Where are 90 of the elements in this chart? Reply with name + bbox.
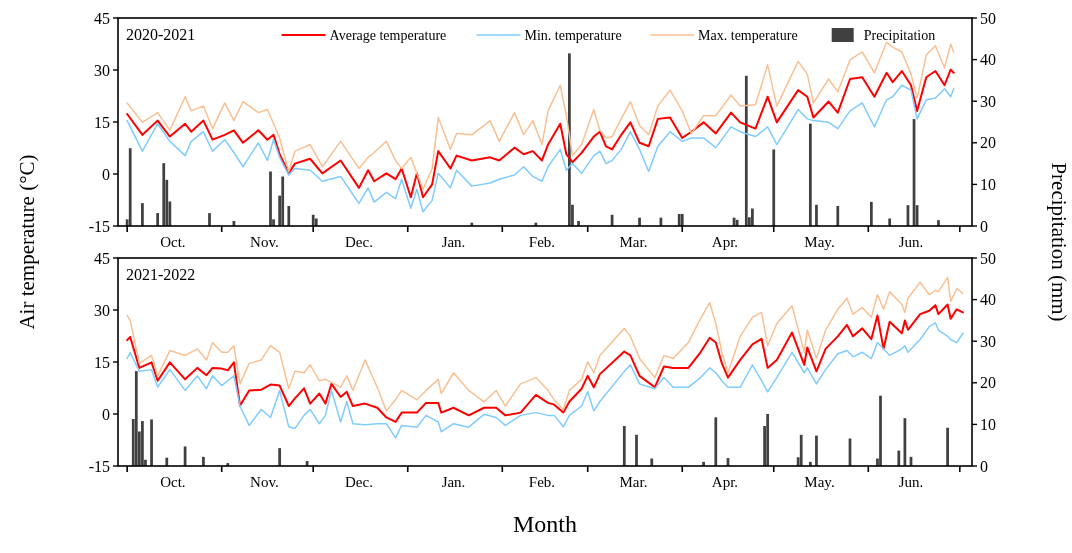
y2-tick-label: 30: [980, 332, 996, 350]
legend-label: Average temperature: [329, 28, 447, 43]
x-tick-label: Jun.: [898, 234, 924, 250]
x-axis-title: Month: [512, 511, 578, 537]
bar: [815, 435, 818, 466]
bar: [287, 206, 291, 226]
bar: [799, 434, 803, 466]
x-tick-label: Jun.: [898, 474, 924, 490]
line-series: [126, 84, 955, 213]
bar: [744, 75, 748, 226]
x-tick-label: Feb.: [528, 474, 556, 490]
y2-tick-label: 30: [980, 92, 996, 110]
bar: [937, 220, 940, 226]
x-tick-label: Nov.: [250, 474, 279, 490]
x-tick-label: Oct.: [160, 474, 186, 490]
bar: [714, 417, 718, 466]
bar: [141, 203, 144, 226]
x-tick-label: Nov.: [250, 234, 279, 250]
y2-tick-label: 0: [980, 217, 988, 235]
bar: [622, 426, 626, 466]
bar: [680, 213, 684, 226]
bar: [311, 214, 315, 226]
bar: [869, 201, 873, 226]
bar: [635, 434, 638, 466]
text: 2021-2022: [126, 266, 196, 283]
bar: [208, 213, 211, 226]
x-tick-label: Apr.: [711, 474, 739, 490]
bar: [165, 457, 169, 466]
bar: [202, 456, 205, 466]
y-tick-label: 45: [94, 9, 110, 27]
y2-tick-label: 20: [980, 134, 996, 152]
bar: [879, 395, 882, 466]
y2-tick-label: 0: [980, 457, 988, 475]
x-tick-label: Jan.: [441, 474, 466, 490]
y2-tick-label: 10: [980, 175, 996, 193]
y-tick-label: -15: [88, 457, 110, 475]
bar: [815, 204, 818, 226]
y2-tick-label: 50: [980, 249, 996, 267]
y2-tick-label: 20: [980, 374, 996, 392]
y2-tick-label: 10: [980, 415, 996, 433]
y-tick-label: 30: [94, 301, 110, 319]
bar: [677, 213, 681, 226]
bar: [141, 421, 144, 466]
bar: [150, 419, 153, 466]
x-tick-label: May.: [804, 234, 835, 250]
y2-tick-label: 50: [980, 9, 996, 27]
y-tick-label: 0: [102, 405, 110, 423]
bar: [269, 171, 272, 226]
bar: [128, 148, 132, 226]
y-tick-label: -15: [88, 217, 110, 235]
text: 2020-2021: [126, 26, 196, 43]
y-tick-label: 0: [102, 165, 110, 183]
line-series: [126, 303, 964, 423]
bar: [766, 414, 770, 466]
y2-tick-label: 40: [980, 51, 996, 69]
bar: [281, 176, 285, 226]
y-tick-label: 30: [94, 61, 110, 79]
y2-axis-title: Precipitation (mm): [1047, 162, 1071, 322]
legend-label: Precipitation: [863, 28, 936, 43]
legend-label: Max. temperature: [698, 28, 798, 43]
bar: [946, 427, 949, 466]
bar: [638, 217, 641, 226]
bar: [162, 163, 166, 226]
line-series: [126, 41, 955, 190]
x-tick-label: Feb.: [528, 234, 556, 250]
x-tick-label: Mar.: [619, 234, 648, 250]
y-tick-label: 15: [94, 113, 110, 131]
x-tick-label: Oct.: [160, 234, 186, 250]
bar: [568, 53, 571, 226]
bar: [808, 123, 812, 226]
bar: [836, 206, 840, 226]
x-tick-label: Dec.: [345, 234, 373, 250]
y-tick-label: 45: [94, 249, 110, 267]
x-tick-label: Apr.: [711, 234, 739, 250]
line-series: [126, 322, 964, 439]
x-tick-label: Dec.: [345, 474, 373, 490]
y-tick-label: 15: [94, 353, 110, 371]
bar: [897, 450, 901, 466]
bar: [751, 208, 754, 226]
bar: [278, 448, 282, 466]
bar: [134, 371, 138, 466]
bar: [156, 213, 160, 226]
x-tick-label: Mar.: [619, 474, 648, 490]
bar: [772, 149, 776, 226]
y-axis-title: Air temperature (°C): [15, 154, 39, 330]
legend-label: Min. temperature: [524, 28, 622, 43]
y2-tick-label: 40: [980, 291, 996, 309]
line-series: [126, 68, 955, 199]
x-tick-label: Jan.: [441, 234, 466, 250]
x-tick-label: May.: [804, 474, 835, 490]
